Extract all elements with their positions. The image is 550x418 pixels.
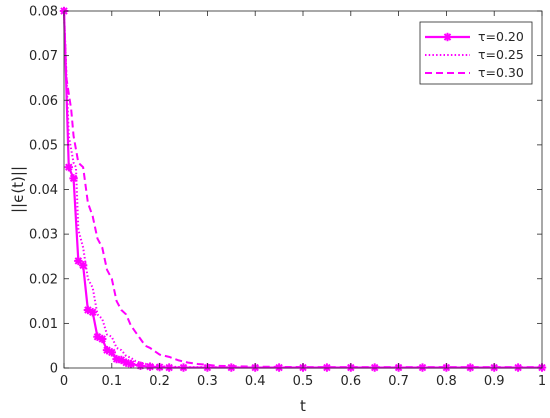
series-line-2 [63, 10, 542, 369]
y-axis-label: ||ϵ(t)|| [9, 166, 27, 213]
x-axis-label: t [300, 397, 306, 415]
data-point-marker [146, 362, 154, 371]
y-tick-label: 0.08 [29, 5, 58, 20]
x-tick-label: 0.5 [293, 374, 314, 389]
x-tick-label: 0 [60, 374, 68, 389]
data-point-marker [165, 363, 173, 372]
data-point-marker [323, 363, 331, 372]
legend-marker-tau-020 [443, 32, 452, 42]
y-tick-label: 0.03 [29, 228, 58, 243]
x-tick-label: 0.9 [484, 374, 505, 389]
x-tick-label: 0.6 [340, 374, 361, 389]
legend: τ=0.20 τ=0.25 τ=0.30 [419, 21, 533, 85]
y-tick-label: 0.04 [29, 183, 58, 198]
x-tick-label: 0.3 [197, 374, 218, 389]
x-tick-label: 1 [538, 374, 546, 389]
legend-label-tau-025: τ=0.25 [478, 47, 524, 62]
data-point-marker [65, 163, 73, 171]
x-tick-label: 0.4 [245, 374, 266, 389]
data-point-marker [370, 363, 379, 372]
y-axis: 0 0.01 0.02 0.03 0.04 0.05 0.06 0.07 0.08 [29, 5, 542, 377]
data-point-marker [466, 363, 475, 372]
x-tick-label: 0.7 [388, 374, 409, 389]
x-axis: 0 0.1 0.2 0.3 0.4 0.5 0.6 0.7 0.8 0.9 1 [60, 11, 546, 389]
y-tick-label: 0.02 [29, 272, 58, 287]
data-point-marker [275, 363, 283, 372]
y-tick-label: 0.05 [29, 138, 58, 153]
y-tick-label: 0.07 [29, 49, 58, 64]
data-point-marker [418, 363, 427, 372]
data-point-marker [79, 261, 87, 270]
data-point-marker [108, 348, 116, 357]
data-point-marker [117, 356, 126, 364]
data-point-marker [84, 306, 92, 314]
y-tick-label: 0.06 [29, 94, 58, 109]
data-point-marker [93, 333, 102, 341]
legend-label-tau-020: τ=0.20 [478, 29, 524, 44]
x-tick-label: 0.8 [436, 374, 457, 389]
y-tick-label: 0.01 [29, 317, 58, 332]
y-tick-label: 0 [50, 362, 58, 377]
legend-label-tau-030: τ=0.30 [478, 65, 524, 80]
x-tick-label: 0.2 [149, 374, 170, 389]
data-point-marker [69, 174, 78, 183]
data-point-marker [88, 308, 97, 316]
data-point-marker [179, 363, 188, 372]
data-point-marker [514, 363, 522, 372]
data-point-marker [98, 335, 106, 343]
legend-star-marker [443, 33, 452, 41]
data-point-marker [227, 363, 236, 372]
data-point-marker [103, 346, 111, 354]
x-tick-label: 0.1 [101, 374, 122, 389]
data-point-marker [122, 358, 130, 367]
data-point-marker [127, 360, 135, 368]
series-line-1 [63, 10, 542, 369]
data-point-marker [74, 257, 83, 265]
